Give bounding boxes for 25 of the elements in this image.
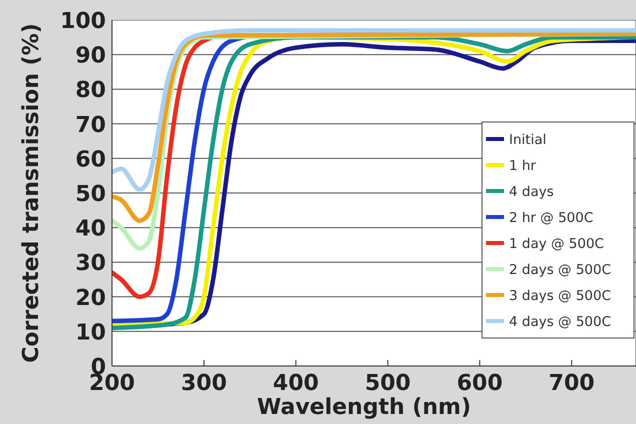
x-tick-label: 300 xyxy=(180,371,227,396)
legend-label: 2 days @ 500C xyxy=(509,262,612,278)
legend-label: Initial xyxy=(509,132,546,148)
x-tick-label: 500 xyxy=(364,371,411,396)
y-tick-label: 60 xyxy=(75,147,106,172)
x-tick-label: 400 xyxy=(272,371,319,396)
y-tick-label: 100 xyxy=(60,9,106,34)
x-tick-label: 600 xyxy=(456,371,503,396)
legend-label: 1 hr xyxy=(509,158,536,174)
legend-label: 4 days @ 500C xyxy=(509,314,612,330)
legend-label: 2 hr @ 500C xyxy=(509,210,594,226)
y-tick-label: 20 xyxy=(75,286,106,311)
y-tick-label: 30 xyxy=(75,251,106,276)
y-tick-label: 10 xyxy=(75,320,106,346)
x-tick-label: 700 xyxy=(548,371,595,396)
y-tick-label: 70 xyxy=(75,112,106,138)
legend-label: 4 days xyxy=(509,184,554,200)
legend-label: 1 day @ 500C xyxy=(509,236,604,252)
y-tick-label: 90 xyxy=(75,44,106,69)
y-tick-label: 50 xyxy=(75,182,106,207)
legend-label: 3 days @ 500C xyxy=(509,288,612,304)
y-tick-label: 80 xyxy=(75,78,106,104)
x-axis-title: Wavelength (nm) xyxy=(257,395,471,420)
y-axis-title: Corrected transmission (%) xyxy=(19,23,44,363)
y-tick-label: 40 xyxy=(75,216,106,242)
